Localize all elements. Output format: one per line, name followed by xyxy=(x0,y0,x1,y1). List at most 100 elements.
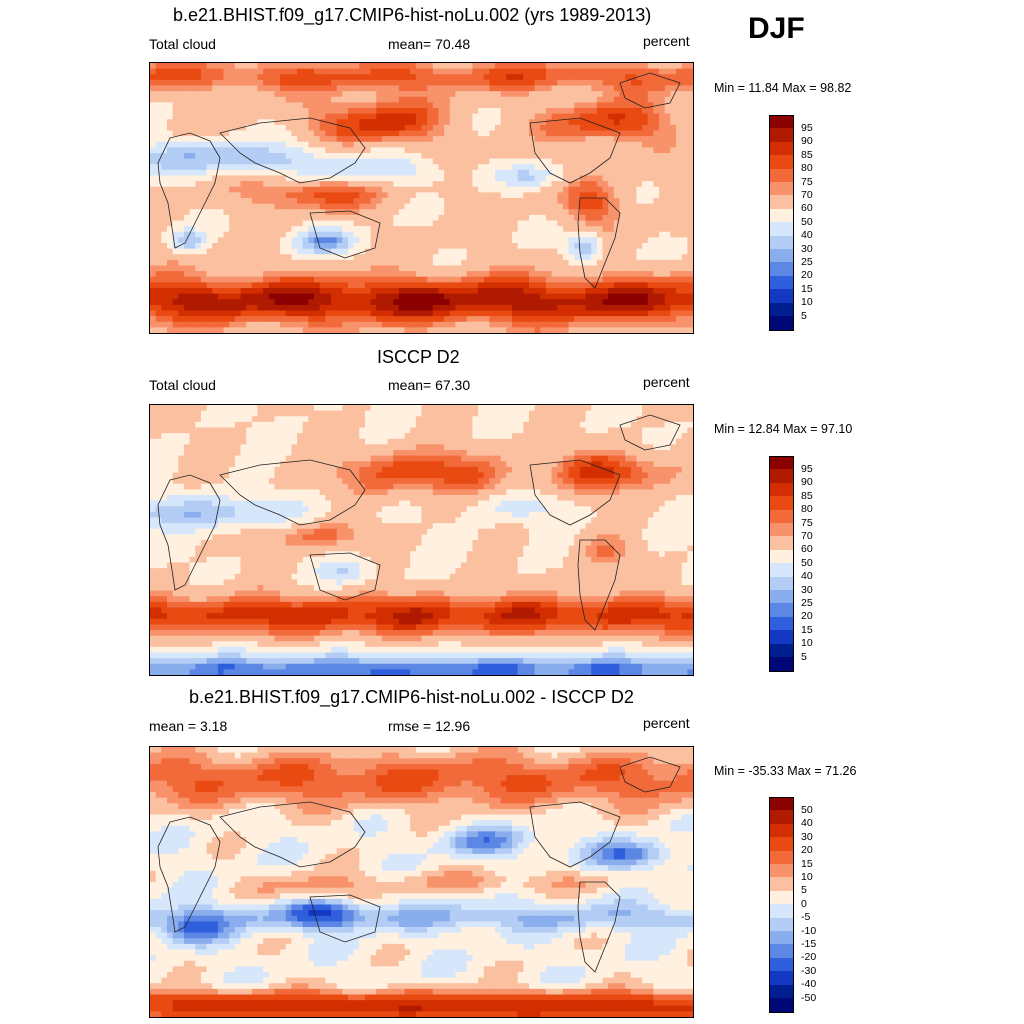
coastline xyxy=(219,459,366,526)
coastline xyxy=(309,894,381,943)
colorbar-swatch xyxy=(769,657,794,672)
panel1-mean-label: mean= 70.48 xyxy=(388,36,471,52)
colorbar-tick-label: -15 xyxy=(801,937,817,950)
coastline xyxy=(219,801,366,868)
colorbar-tick-label: 20 xyxy=(801,269,813,282)
colorbar-swatch xyxy=(769,469,794,484)
colorbar-tick-label: -50 xyxy=(801,991,817,1004)
colorbar-tick-label: 80 xyxy=(801,162,813,175)
colorbar-tick-label: 5 xyxy=(801,309,807,322)
colorbar-swatch xyxy=(769,877,794,892)
colorbar-tick-label: -40 xyxy=(801,978,817,991)
colorbar-tick-label: 95 xyxy=(801,121,813,134)
coastline xyxy=(529,459,621,526)
colorbar-tick-label: 5 xyxy=(801,650,807,663)
colorbar-swatch xyxy=(769,837,794,852)
colorbar-tick-label: 80 xyxy=(801,503,813,516)
panel2-heatmap xyxy=(150,405,693,675)
colorbar-swatch xyxy=(769,482,794,497)
colorbar-swatch xyxy=(769,456,794,471)
colorbar-swatch xyxy=(769,128,794,143)
colorbar-swatch xyxy=(769,944,794,959)
colorbar-tick-label: 15 xyxy=(801,857,813,870)
colorbar-tick-label: 20 xyxy=(801,844,813,857)
colorbar-tick-label: 50 xyxy=(801,215,813,228)
panel1-units-label: percent xyxy=(643,33,690,49)
colorbar-tick-label: 40 xyxy=(801,817,813,830)
coastline xyxy=(619,756,681,793)
panel1-minmax: Min = 11.84 Max = 98.82 xyxy=(714,81,852,95)
colorbar-swatch xyxy=(769,823,794,838)
colorbar-swatch xyxy=(769,549,794,564)
colorbar-tick-label: 40 xyxy=(801,229,813,242)
colorbar-swatch xyxy=(769,208,794,223)
colorbar-swatch xyxy=(769,998,794,1013)
colorbar-swatch xyxy=(769,904,794,919)
coastline xyxy=(577,197,621,289)
colorbar-tick-label: 10 xyxy=(801,296,813,309)
colorbar-swatch xyxy=(769,917,794,932)
coastline xyxy=(577,881,621,973)
colorbar-tick-label: 10 xyxy=(801,870,813,883)
colorbar-tick-label: 60 xyxy=(801,202,813,215)
colorbar-tick-label: 85 xyxy=(801,148,813,161)
colorbar-tick-label: -5 xyxy=(801,911,811,924)
coastline xyxy=(577,539,621,631)
panel1-title: b.e21.BHIST.f09_g17.CMIP6-hist-noLu.002 … xyxy=(173,5,652,25)
colorbar-swatch xyxy=(769,931,794,945)
colorbar-tick-label: 95 xyxy=(801,462,813,475)
colorbar-tick-label: 30 xyxy=(801,583,813,596)
colorbar-tick-label: 70 xyxy=(801,188,813,201)
colorbar-tick-label: 15 xyxy=(801,282,813,295)
panel3-left-label: mean = 3.18 xyxy=(149,718,228,734)
coastline xyxy=(529,801,621,868)
colorbar-swatch xyxy=(769,630,794,645)
season-label: DJF xyxy=(748,12,805,45)
colorbar-tick-label: 90 xyxy=(801,135,813,148)
coastline xyxy=(619,414,681,451)
colorbar-tick-label: 50 xyxy=(801,803,813,816)
colorbar-swatch xyxy=(769,235,794,250)
colorbar-swatch xyxy=(769,182,794,196)
panel2-minmax: Min = 12.84 Max = 97.10 xyxy=(714,422,853,436)
panel3-title: b.e21.BHIST.f09_g17.CMIP6-hist-noLu.002 … xyxy=(189,687,634,707)
colorbar-tick-label: 90 xyxy=(801,476,813,489)
colorbar-tick-label: 75 xyxy=(801,175,813,188)
coastline xyxy=(157,474,221,591)
colorbar-tick-label: 25 xyxy=(801,596,813,609)
colorbar-swatch xyxy=(769,971,794,986)
colorbar-swatch xyxy=(769,563,794,578)
colorbar-swatch xyxy=(769,957,794,972)
colorbar-swatch xyxy=(769,590,794,604)
panel3-minmax: Min = -35.33 Max = 71.26 xyxy=(714,764,857,778)
panel3-map xyxy=(149,746,694,1018)
colorbar-tick-label: 25 xyxy=(801,255,813,268)
colorbar-swatch xyxy=(769,984,794,999)
colorbar-swatch xyxy=(769,523,794,537)
coastline xyxy=(157,816,221,933)
colorbar-tick-label: 0 xyxy=(801,897,807,910)
colorbar-swatch xyxy=(769,616,794,631)
panel1-left-label: Total cloud xyxy=(149,36,216,52)
panel3-units-label: percent xyxy=(643,715,690,731)
colorbar-tick-label: 50 xyxy=(801,556,813,569)
colorbar-swatch xyxy=(769,797,794,812)
colorbar-tick-label: 30 xyxy=(801,242,813,255)
colorbar-tick-label: 75 xyxy=(801,516,813,529)
colorbar-tick-label: 70 xyxy=(801,529,813,542)
panel1-map xyxy=(149,62,694,334)
coastline xyxy=(309,552,381,601)
colorbar-swatch xyxy=(769,603,794,618)
panel2-mean-label: mean= 67.30 xyxy=(388,377,471,393)
panel3-heatmap xyxy=(150,747,693,1017)
colorbar-swatch xyxy=(769,576,794,591)
panel2-map xyxy=(149,404,694,676)
colorbar-swatch xyxy=(769,289,794,304)
colorbar-tick-label: -30 xyxy=(801,964,817,977)
colorbar-swatch xyxy=(769,496,794,511)
panel1-heatmap xyxy=(150,63,693,333)
colorbar-tick-label: 10 xyxy=(801,637,813,650)
colorbar-swatch xyxy=(769,850,794,865)
coastline xyxy=(619,72,681,109)
colorbar-swatch xyxy=(769,643,794,658)
